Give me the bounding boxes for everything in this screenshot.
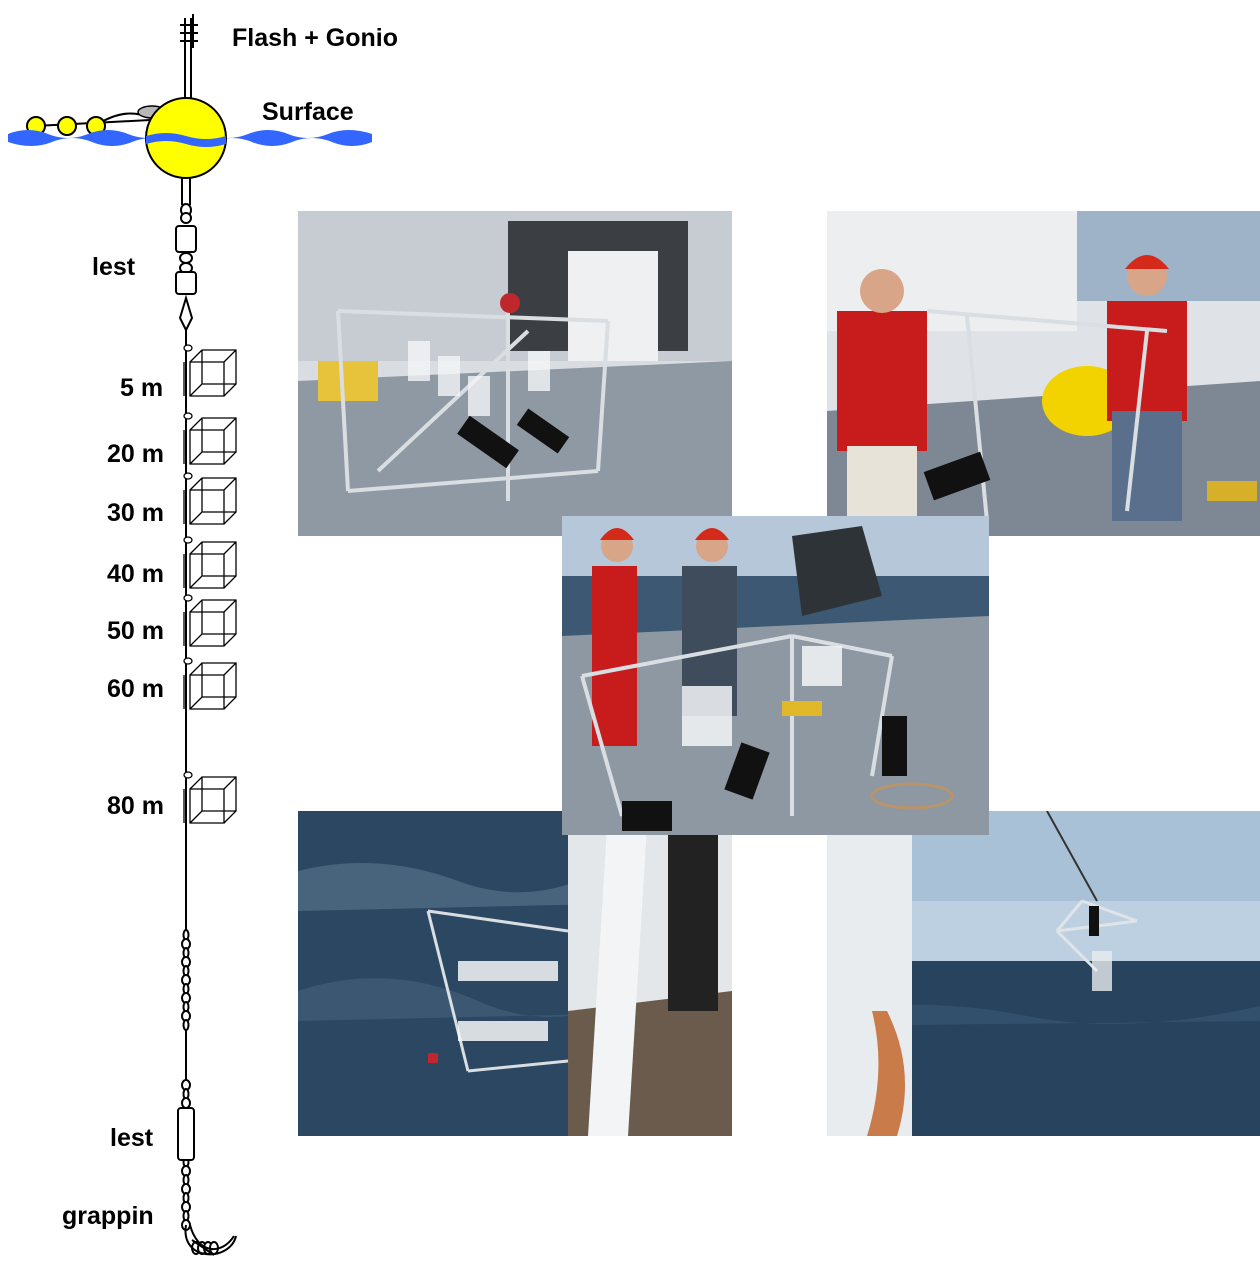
photo-frame-lowered-by-crane xyxy=(827,811,1260,1136)
depth-30-label: 30 m xyxy=(107,499,164,527)
depth-40-label: 40 m xyxy=(107,560,164,588)
grappin-icon xyxy=(184,1224,237,1256)
chain-segment xyxy=(181,929,219,1255)
flash-gonio-label: Flash + Gonio xyxy=(232,24,398,52)
photo-two-men-carrying-frame xyxy=(827,211,1260,536)
depth-60-label: 60 m xyxy=(107,675,164,703)
attachment-ring xyxy=(183,657,193,665)
photo-frame-in-water xyxy=(298,811,732,1136)
incubation-frame xyxy=(189,599,237,647)
incubation-frame xyxy=(189,417,237,465)
attachment-ring xyxy=(183,472,193,480)
incubation-frame xyxy=(189,349,237,397)
depth-50-label: 50 m xyxy=(107,617,164,645)
incubation-frame xyxy=(189,541,237,589)
incubation-frames xyxy=(183,344,237,824)
flash-gonio-mast xyxy=(180,14,198,100)
attachment-ring xyxy=(183,594,193,602)
incubation-frame xyxy=(189,776,237,824)
chain-link xyxy=(181,1097,191,1109)
chain-link xyxy=(182,1019,190,1031)
depth-80-label: 80 m xyxy=(107,792,164,820)
attachment-ring xyxy=(183,771,193,779)
attachment-ring xyxy=(183,344,193,352)
surface-float-line xyxy=(26,105,167,136)
photo-frame-on-deck xyxy=(298,211,732,536)
grappin-label: grappin xyxy=(62,1202,154,1230)
incubation-frame xyxy=(189,662,237,710)
lest-top-label: lest xyxy=(92,253,136,281)
lest-bottom-label: lest xyxy=(110,1124,154,1152)
incubation-frame xyxy=(189,477,237,525)
surface-label: Surface xyxy=(262,98,354,126)
top-ballast xyxy=(175,203,197,333)
bottom-ballast xyxy=(177,1107,195,1161)
depth-20-label: 20 m xyxy=(107,440,164,468)
attachment-ring xyxy=(183,412,193,420)
mooring-rope xyxy=(181,178,191,1200)
attachment-ring xyxy=(183,536,193,544)
depth-5-label: 5 m xyxy=(120,374,163,402)
photo-crew-with-frame xyxy=(562,516,989,835)
